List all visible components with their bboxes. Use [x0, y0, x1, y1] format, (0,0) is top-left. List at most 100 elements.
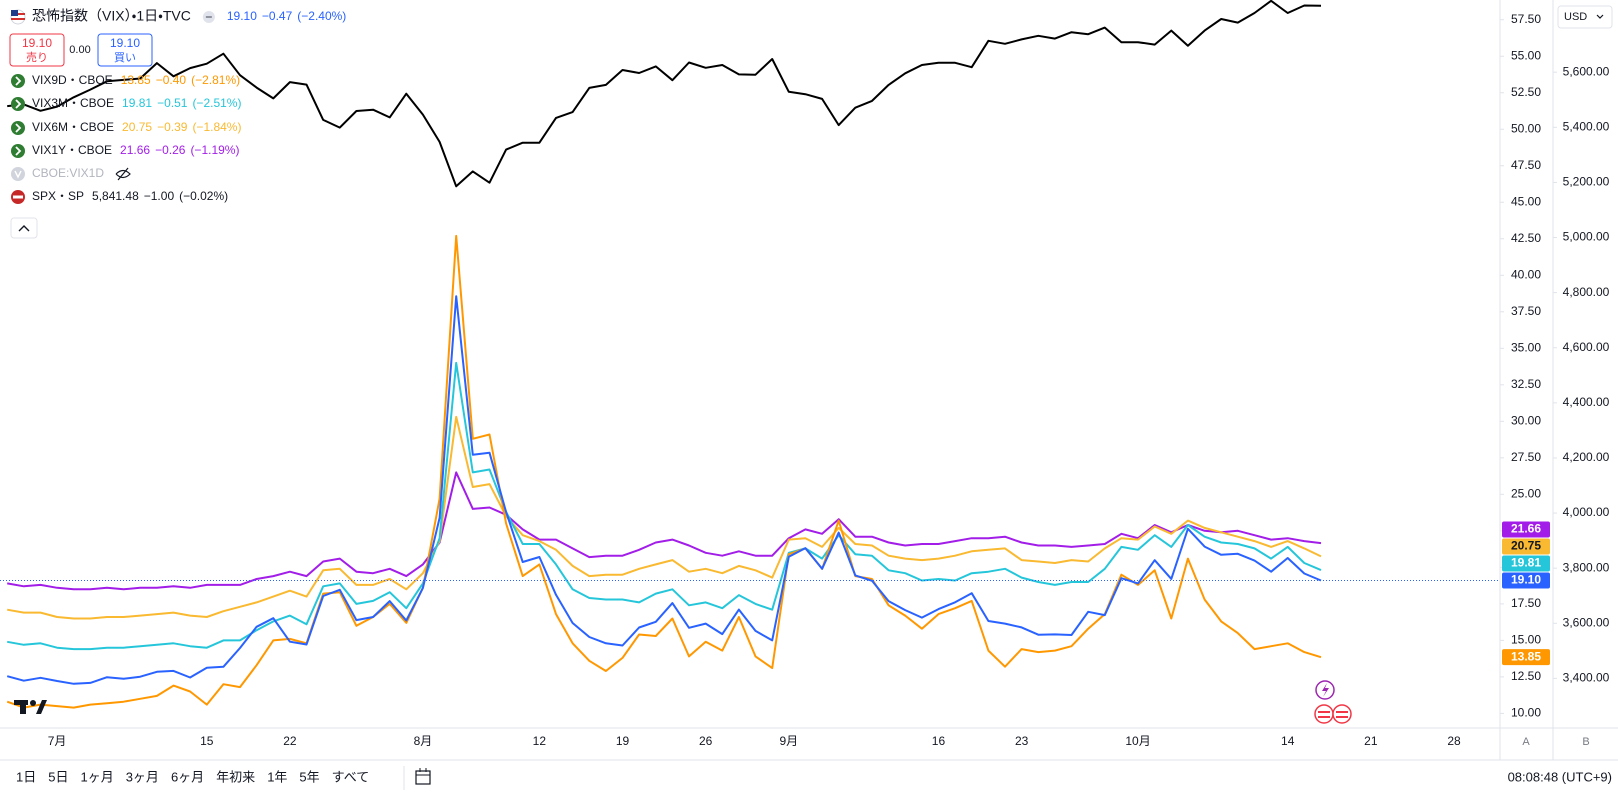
sell-button[interactable]: [9, 33, 65, 67]
scale-button[interactable]: A: [1522, 736, 1530, 748]
y-tick-label: 42.50: [1511, 231, 1541, 245]
legend-icon: [11, 144, 25, 158]
x-tick-label: 26: [699, 734, 713, 748]
y2-tick-label: 5,600.00: [1563, 64, 1610, 78]
x-tick-label: 7月: [48, 734, 67, 748]
x-tick-label: 10月: [1125, 734, 1150, 748]
y2-tick-label: 5,400.00: [1563, 119, 1610, 133]
y2-tick-label: 3,600.00: [1563, 615, 1610, 629]
range-button[interactable]: 5日: [48, 769, 68, 784]
legend-price: 19.81: [122, 96, 152, 110]
price-tag: [1502, 538, 1550, 555]
y-tick-label: 27.50: [1511, 450, 1541, 464]
y-tick-label: 30.00: [1511, 413, 1541, 427]
legend-change: −0.26: [155, 143, 186, 157]
buy-button[interactable]: [97, 33, 153, 67]
legend-icon-arrow: [15, 76, 22, 86]
legend-icon-v: [14, 170, 22, 179]
header-flag: [10, 9, 26, 25]
legend-change-pct: (−2.51%): [192, 96, 241, 110]
y-tick-label: 55.00: [1511, 48, 1541, 62]
price-tag: [1502, 572, 1550, 589]
chart-title: 恐怖指数（VIX）・1日・TVC: [32, 8, 191, 24]
legend-name: SPX・SP: [32, 189, 84, 203]
buy-price: 19.10: [110, 36, 140, 50]
y-tick-label: 35.00: [1511, 340, 1541, 354]
range-button[interactable]: 1日: [16, 769, 36, 784]
y2-tick-label: 4,200.00: [1563, 450, 1610, 464]
legend-change-pct: (−1.84%): [192, 120, 241, 134]
legend-hidden-name[interactable]: CBOE:VIX1D: [32, 166, 104, 180]
price-tag-label: 19.81: [1511, 556, 1541, 570]
series-line: [7, 471, 1322, 591]
x-tick-label: 21: [1364, 734, 1378, 748]
y-tick-label: 32.50: [1511, 377, 1541, 391]
tradingview-logo: [14, 700, 47, 714]
range-button[interactable]: 1ヶ月: [80, 769, 113, 784]
price-tag-label: 13.85: [1511, 649, 1541, 663]
series-line: [6, 234, 1322, 709]
series-line: [6, 295, 1322, 685]
price-tag: [1502, 555, 1550, 572]
x-tick-label: 14: [1281, 734, 1295, 748]
legend-change-pct: (−1.19%): [190, 143, 239, 157]
y-tick-label: 12.50: [1511, 669, 1541, 683]
currency-select[interactable]: USD: [1557, 5, 1613, 29]
price-tag-label: 20.75: [1511, 539, 1541, 553]
x-tick-label: 8月: [414, 734, 433, 748]
y-tick-label: 50.00: [1511, 121, 1541, 135]
range-button[interactable]: すべて: [332, 769, 370, 784]
range-button[interactable]: 5年: [299, 769, 319, 784]
y-tick-label: 25.00: [1511, 487, 1541, 501]
y2-tick-label: 4,600.00: [1563, 340, 1610, 354]
collapse-button[interactable]: [10, 217, 38, 239]
legend-name: VIX9D・CBOE: [32, 73, 113, 87]
x-tick-label: 28: [1447, 734, 1461, 748]
range-button[interactable]: 年初来: [216, 769, 255, 784]
range-button[interactable]: 1年: [267, 769, 287, 784]
price-tag: [1502, 649, 1550, 666]
y-tick-label: 37.50: [1511, 304, 1541, 318]
x-tick-label: 9月: [779, 734, 798, 748]
range-button[interactable]: 6ヶ月: [171, 769, 204, 784]
y-tick-label: 40.00: [1511, 267, 1541, 281]
calendar-icon[interactable]: [415, 768, 431, 785]
y2-tick-label: 4,800.00: [1563, 285, 1610, 299]
legend-icon: [11, 97, 25, 111]
y2-tick-label: 5,000.00: [1563, 230, 1610, 244]
legend-icon-arrow: [15, 123, 22, 133]
y2-tick-label: 4,400.00: [1563, 395, 1610, 409]
sell-price: 19.10: [22, 36, 52, 50]
header-change-pct: (−2.40%): [297, 9, 346, 23]
sell-label: 売り: [26, 51, 48, 64]
legend-name: VIX6M・CBOE: [32, 120, 114, 134]
y-tick-label: 52.50: [1511, 85, 1541, 99]
series-line: [7, 361, 1322, 651]
range-button[interactable]: 3ヶ月: [126, 769, 159, 784]
legend-icon: [11, 121, 25, 135]
series-line: [7, 415, 1322, 620]
legend-name: VIX1Y・CBOE: [32, 143, 112, 157]
legend-change: −0.40: [156, 73, 187, 87]
series-line: [7, 0, 1322, 188]
y-tick-label: 17.50: [1511, 596, 1541, 610]
legend-price: 13.85: [121, 73, 151, 87]
toolbar: 1日 5日 1ヶ月 3ヶ月 6ヶ月 年初来 1年 5年 すべて: [16, 769, 369, 784]
price-tag-label: 21.66: [1511, 522, 1541, 536]
x-tick-label: 23: [1015, 734, 1029, 748]
legend-change-pct: (−0.02%): [179, 189, 228, 203]
eye-off-icon[interactable]: [115, 167, 131, 181]
y-tick-label: 10.00: [1511, 706, 1541, 720]
y-tick-label: 45.00: [1511, 194, 1541, 208]
price-tag: [1502, 521, 1550, 538]
scale-button[interactable]: B: [1582, 736, 1589, 748]
x-tick-label: 15: [200, 734, 214, 748]
legend-icon: [11, 74, 25, 88]
x-tick-label: 22: [283, 734, 297, 748]
clock: 08:08:48 (UTC+9): [1508, 769, 1612, 784]
y-tick-label: 57.50: [1511, 12, 1541, 26]
legend-icon-mark: [13, 195, 23, 199]
header: 恐怖指数（VIX）・1日・TVC 19.10 −0.47 (−2.40%): [32, 8, 346, 24]
